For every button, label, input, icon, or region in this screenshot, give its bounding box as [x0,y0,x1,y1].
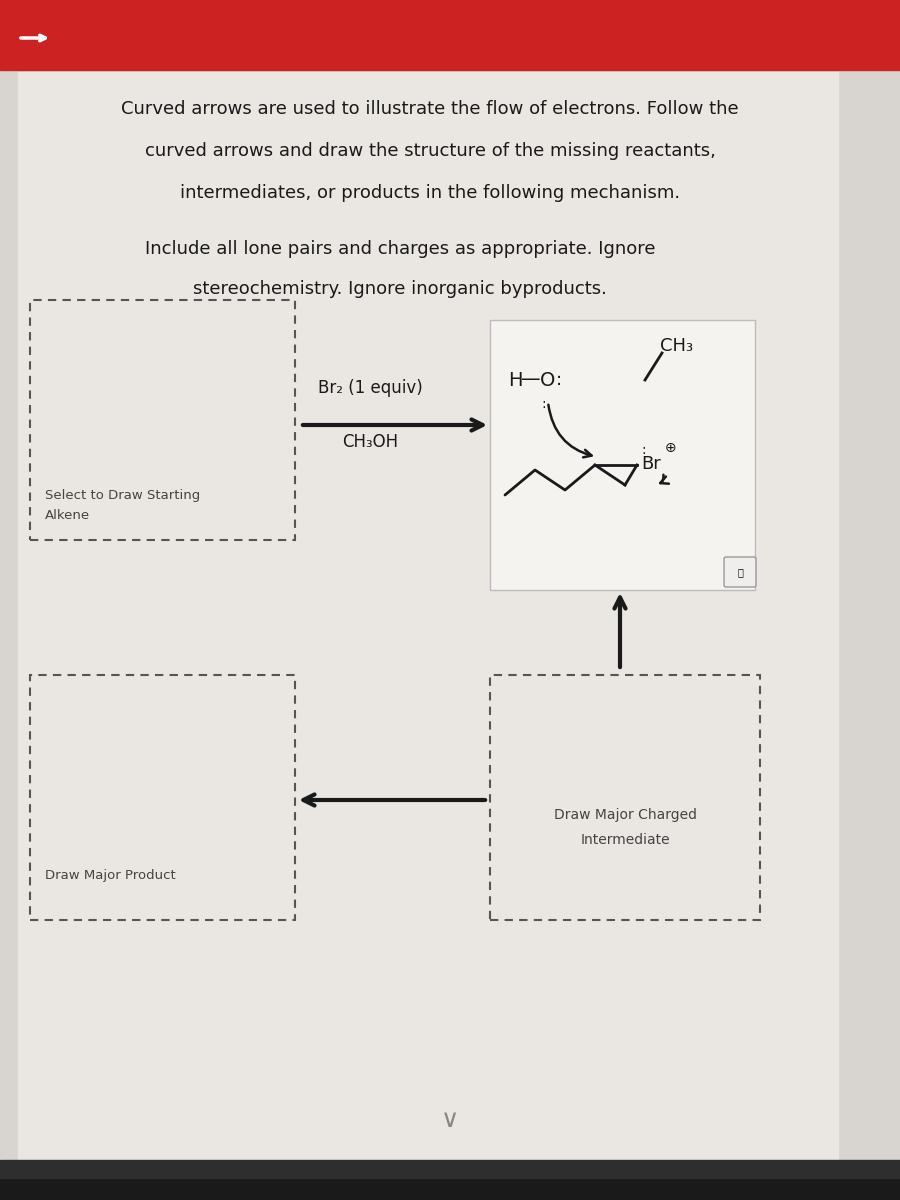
Text: Alkene: Alkene [45,509,90,522]
Text: intermediates, or products in the following mechanism.: intermediates, or products in the follow… [180,184,680,202]
Bar [0,1160,900,1178]
Text: Draw Major Product: Draw Major Product [45,869,176,882]
Text: Br: Br [641,455,661,473]
Text: :: : [641,443,645,457]
FancyBboxPatch shape [490,320,755,590]
Text: ⊕: ⊕ [665,440,677,455]
Text: CH₃: CH₃ [660,337,693,355]
Text: 🔍: 🔍 [737,566,742,577]
Text: Select to Draw Starting: Select to Draw Starting [45,490,200,502]
Text: curved arrows and draw the structure of the missing reactants,: curved arrows and draw the structure of … [145,142,716,160]
FancyBboxPatch shape [724,557,756,587]
Text: ∨: ∨ [441,1108,459,1132]
Text: Intermediate: Intermediate [580,833,670,847]
Text: O: O [540,371,555,390]
Text: Curved arrows are used to illustrate the flow of electrons. Follow the: Curved arrows are used to illustrate the… [122,100,739,118]
Text: Br₂ (1 equiv): Br₂ (1 equiv) [318,379,422,397]
Bar [0,0,900,70]
Text: :: : [541,397,545,410]
Text: —: — [521,371,541,390]
Text: CH₃OH: CH₃OH [342,433,398,451]
Bar [0,1178,900,1200]
Text: stereochemistry. Ignore inorganic byproducts.: stereochemistry. Ignore inorganic byprod… [194,280,607,298]
Text: Include all lone pairs and charges as appropriate. Ignore: Include all lone pairs and charges as ap… [145,240,655,258]
Text: :: : [556,371,562,389]
Text: H: H [508,371,523,390]
Text: Draw Major Charged: Draw Major Charged [554,808,697,822]
